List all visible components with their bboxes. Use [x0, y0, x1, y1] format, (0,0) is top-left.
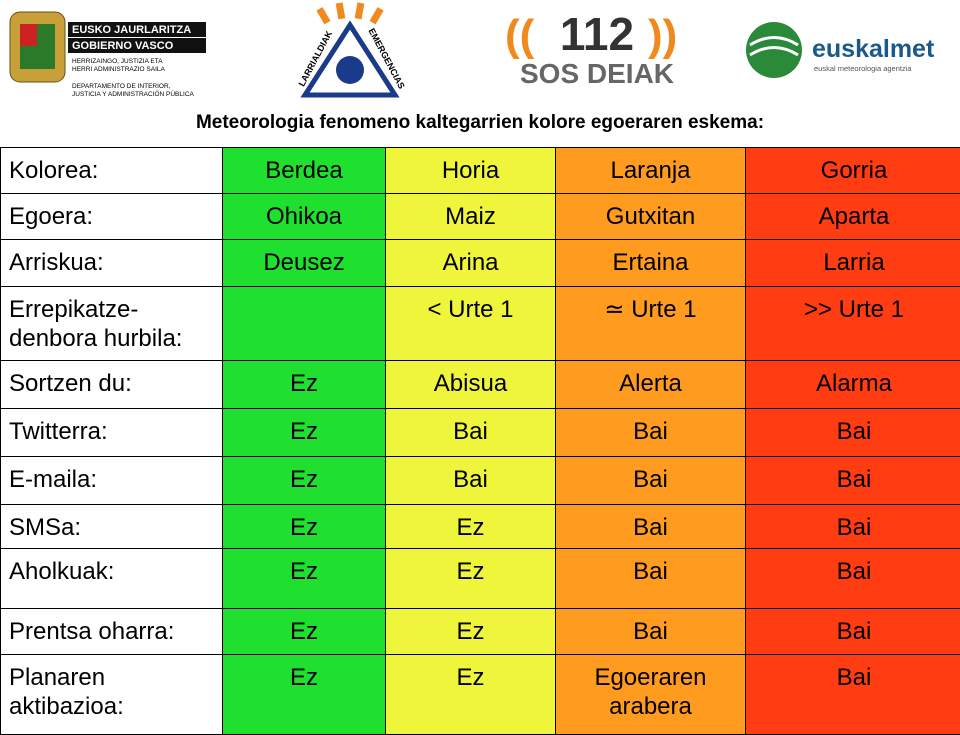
svg-text:)): )) — [648, 11, 677, 60]
logo-text: euskal meteorologia agentzia — [814, 64, 912, 73]
status-cell: Bai — [746, 409, 960, 457]
status-cell: Bai — [386, 457, 556, 505]
status-cell: Bai — [556, 609, 746, 655]
logo-text: euskalmet — [812, 35, 935, 63]
status-cell: Ez — [223, 457, 386, 505]
status-cell: Ez — [386, 655, 556, 735]
status-cell: Deusez — [223, 240, 386, 287]
logo-text: GOBIERNO VASCO — [72, 40, 174, 52]
status-cell: Ez — [223, 549, 386, 609]
svg-text:((: (( — [505, 11, 535, 60]
status-cell: Bai — [556, 457, 746, 505]
status-cell: Alarma — [746, 361, 960, 409]
emergency-logo: LARRIALDIAK EMERGENCIAS — [297, 2, 407, 95]
euskalmet-logo: euskalmet euskal meteorologia agentzia — [746, 22, 935, 78]
status-cell — [223, 287, 386, 361]
status-cell: Alerta — [556, 361, 746, 409]
status-cell: Maiz — [386, 194, 556, 240]
status-cell: Ertaina — [556, 240, 746, 287]
logo-text: HERRIZAINGO, JUSTIZIA ETA — [72, 58, 163, 65]
status-cell: Bai — [386, 409, 556, 457]
status-cell: Ez — [223, 361, 386, 409]
logo-text: HERRI ADMINISTRAZIO SAILA — [72, 66, 165, 73]
status-cell: Bai — [746, 549, 960, 609]
status-cell: Ez — [223, 655, 386, 735]
logo-bar: EUSKO JAURLARITZA GOBIERNO VASCO HERRIZA… — [0, 0, 960, 105]
status-cell: Ez — [223, 505, 386, 549]
logo-text: EUSKO JAURLARITZA — [72, 24, 191, 36]
status-cell: Ez — [386, 549, 556, 609]
row-label: Planaren aktibazioa: — [1, 655, 223, 735]
status-cell: ≃ Urte 1 — [556, 287, 746, 361]
status-cell: Laranja — [556, 148, 746, 194]
row-label: Prentsa oharra: — [1, 609, 223, 655]
status-cell: Gorria — [746, 148, 960, 194]
table-row: Errepikatze- denbora hurbila: < Urte 1≃ U… — [1, 287, 960, 361]
row-label: Errepikatze- denbora hurbila: — [1, 287, 223, 361]
status-cell: Ez — [386, 609, 556, 655]
status-cell: Ez — [386, 505, 556, 549]
row-label: Kolorea: — [1, 148, 223, 194]
page: EUSKO JAURLARITZA GOBIERNO VASCO HERRIZA… — [0, 0, 960, 720]
status-cell: Bai — [556, 409, 746, 457]
logo-text: DEPARTAMENTO DE INTERIOR, — [72, 83, 171, 90]
status-cell: Larria — [746, 240, 960, 287]
status-cell: Arina — [386, 240, 556, 287]
logo-text: SOS DEIAK — [520, 58, 674, 89]
row-label: E-maila: — [1, 457, 223, 505]
sos-logo: (( 112 )) SOS DEIAK — [505, 8, 677, 89]
status-cell: Aparta — [746, 194, 960, 240]
row-label: Egoera: — [1, 194, 223, 240]
row-label: SMSa: — [1, 505, 223, 549]
status-cell: Bai — [556, 505, 746, 549]
status-cell: < Urte 1 — [386, 287, 556, 361]
status-cell: Bai — [746, 505, 960, 549]
status-cell: Berdea — [223, 148, 386, 194]
status-cell: Horia — [386, 148, 556, 194]
status-cell: Gutxitan — [556, 194, 746, 240]
status-cell: Bai — [746, 609, 960, 655]
status-cell: Egoeraren arabera — [556, 655, 746, 735]
status-cell: >> Urte 1 — [746, 287, 960, 361]
title: Meteorologia fenomeno kaltegarrien kolor… — [0, 112, 960, 134]
row-label: Twitterra: — [1, 409, 223, 457]
status-cell: Abisua — [386, 361, 556, 409]
status-cell: Bai — [746, 457, 960, 505]
row-label: Aholkuak: — [1, 549, 223, 609]
gov-logo: EUSKO JAURLARITZA GOBIERNO VASCO HERRIZA… — [10, 12, 206, 98]
status-cell: Ohikoa — [223, 194, 386, 240]
row-label: Sortzen du: — [1, 361, 223, 409]
status-cell: Bai — [556, 549, 746, 609]
row-label: Arriskua: — [1, 240, 223, 287]
logo-text: JUSTICIA Y ADMINISTRACIÓN PÚBLICA — [72, 89, 195, 98]
status-cell: Ez — [223, 409, 386, 457]
status-cell: Bai — [746, 655, 960, 735]
status-cell: Ez — [223, 609, 386, 655]
logo-text: 112 — [560, 8, 634, 60]
